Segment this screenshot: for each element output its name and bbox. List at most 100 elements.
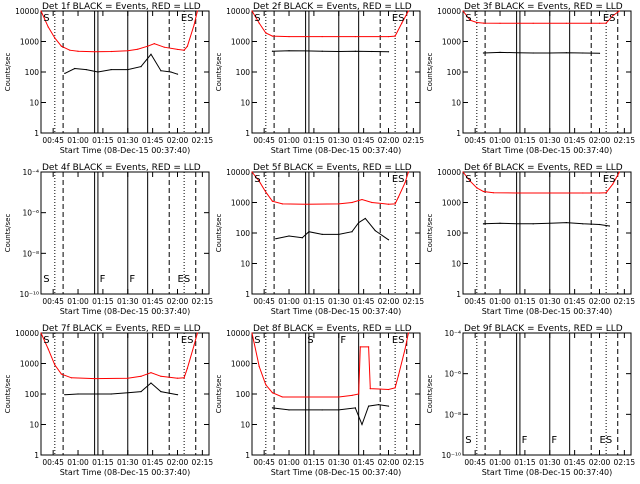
y-tick-label: 1 (456, 290, 461, 299)
x-axis-label: Start Time (08-Dec-15 00:37:40) (482, 146, 613, 155)
y-tick-label: 100 (236, 229, 251, 238)
lld-line-point (271, 392, 274, 394)
panel-1: Det 1f BLACK = Events, RED = LLD 1 10 100 10… (4, 2, 213, 155)
x-tick-label: 01:45 (353, 458, 375, 467)
x-tick-label: 02:00 (589, 297, 611, 306)
lld-line-point (482, 22, 485, 24)
y-axis-label: Counts/sec (426, 53, 434, 92)
region-label: F (340, 335, 346, 346)
x-tick-label: 01:45 (564, 297, 586, 306)
x-tick-label: 02:00 (378, 297, 400, 306)
lld-line-point (371, 201, 373, 204)
y-tick-label: 1000 (231, 38, 250, 47)
panel-title: Det 4f BLACK = Events, RED = LLD (42, 163, 201, 173)
events-line-point (358, 221, 360, 224)
events-line-point (532, 52, 534, 54)
lld-line-point (612, 183, 614, 185)
y-axis-label: Counts/sec (215, 53, 223, 92)
y-tick-label: 10 (240, 99, 250, 108)
events-line-point (64, 394, 66, 396)
events-line-point (499, 51, 501, 53)
lld-line-point (499, 22, 501, 24)
x-tick-label: 02:15 (614, 458, 636, 467)
region-label: ES (603, 174, 616, 185)
lld-line-point (516, 192, 518, 194)
y-tick-label: 100 (447, 68, 462, 77)
events-line (483, 51, 600, 54)
lld-line-point (193, 344, 195, 346)
lld-line-point (369, 388, 371, 390)
lld-line-point (147, 45, 149, 47)
panel-4: Det 4f BLACK = Events, RED = LLD 10⁻¹⁰ 10⁻… (4, 163, 213, 316)
y-axis-label: Counts/sec (426, 214, 434, 253)
x-tick-label: 01:00 (489, 136, 511, 145)
events-line-point (549, 222, 551, 224)
events-line (275, 217, 389, 241)
lld-line-point (137, 48, 139, 50)
lld-line-point (251, 171, 253, 173)
y-tick-label: 10 (29, 421, 39, 430)
region-label: F (100, 274, 106, 285)
lld-line-point (258, 22, 260, 24)
x-axis-label: Start Time (08-Dec-15 00:37:40) (271, 146, 402, 155)
x-tick-label: 01:30 (117, 458, 139, 467)
x-tick-label: 02:00 (167, 458, 189, 467)
x-tick-label: 01:30 (328, 136, 350, 145)
lld-line-point (354, 35, 356, 38)
region-label: S (43, 274, 49, 285)
lld-line-point (618, 171, 620, 173)
y-axis-label: Counts/sec (4, 53, 12, 92)
region-label: S (465, 174, 471, 185)
events-line-point (387, 239, 390, 241)
lld-line (251, 10, 409, 38)
x-axis-label: Start Time (08-Dec-15 00:37:40) (482, 307, 613, 316)
region-label: S (465, 435, 471, 446)
y-tick-label: 10⁻⁶ (22, 209, 39, 218)
lld-line-point (47, 26, 49, 28)
region-label: S (307, 335, 313, 346)
events-line-point (77, 393, 79, 395)
region-label: ES (392, 335, 405, 346)
events-line-point (176, 394, 179, 396)
y-tick-label: 1 (34, 129, 39, 138)
events-line-point (582, 223, 584, 225)
events-line (483, 222, 610, 227)
events-line-point (110, 68, 112, 71)
lld-line-point (265, 384, 267, 386)
y-tick-label: 10 (451, 99, 461, 108)
region-label: S (43, 335, 49, 346)
lld-line (462, 10, 620, 24)
lld-line-point (281, 203, 283, 205)
y-tick-label: 10000 (226, 329, 250, 338)
x-tick-label: 01:45 (142, 297, 164, 306)
lld-line-point (140, 375, 142, 377)
x-tick-label: 01:15 (303, 458, 325, 467)
lld-line-point (321, 35, 323, 38)
y-tick-label: 10⁻⁴ (444, 329, 461, 338)
region-label: S (254, 174, 260, 185)
region-label: ES (181, 13, 194, 24)
lld-line-point (394, 35, 396, 37)
x-tick-label: 02:15 (614, 136, 636, 145)
x-tick-label: 01:45 (564, 458, 586, 467)
events-line-point (140, 66, 142, 68)
events-line-point (321, 50, 323, 52)
events-line-point (387, 405, 390, 407)
events-line-point (565, 221, 567, 224)
events-line-point (338, 233, 340, 235)
lld-line-point (358, 393, 360, 395)
lld-line (251, 332, 409, 398)
events-line-point (94, 393, 96, 395)
lld-line-point (54, 37, 56, 39)
events-line-point (127, 392, 129, 394)
y-tick-label: 1000 (442, 199, 461, 208)
region-label: ES (181, 335, 194, 346)
x-tick-label: 00:45 (253, 136, 275, 145)
y-tick-label: 1 (245, 290, 250, 299)
lld-line-point (368, 346, 370, 348)
events-line-point (288, 235, 290, 237)
lld-line-point (582, 192, 584, 194)
plot-frame (40, 171, 210, 295)
y-tick-label: 1 (34, 451, 39, 460)
panel-title: Det 9f BLACK = Events, RED = LLD (464, 324, 623, 334)
